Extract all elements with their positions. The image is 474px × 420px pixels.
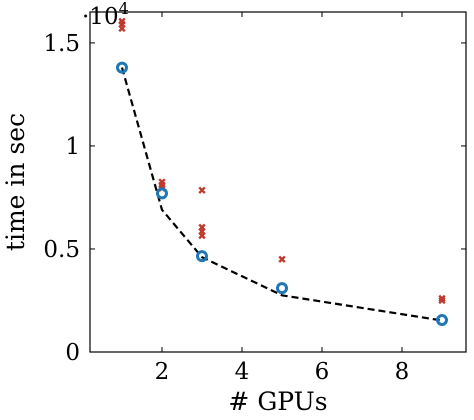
circle-point bbox=[196, 250, 208, 263]
cross-point-stroke bbox=[438, 294, 446, 303]
y-multiplier-exponent: 4 bbox=[119, 0, 129, 18]
data-marks bbox=[116, 17, 448, 327]
fit-line bbox=[120, 67, 443, 322]
circle-point bbox=[116, 61, 128, 74]
y-axis-label: time in sec bbox=[1, 113, 30, 251]
cross-point bbox=[158, 178, 166, 186]
plot-frame bbox=[89, 11, 467, 353]
axis-ticks: 2 4 6 8 0 0.5 1 1.5 bbox=[43, 12, 466, 385]
y-tick-label: 0 bbox=[65, 340, 80, 366]
y-tick-label: 1 bbox=[65, 134, 80, 160]
x-tick-label: 4 bbox=[235, 359, 250, 385]
x-tick-label: 6 bbox=[315, 359, 330, 385]
y-multiplier-label: ·104 bbox=[82, 0, 129, 30]
cross-point-stroke bbox=[158, 178, 166, 186]
cross-point bbox=[118, 17, 126, 25]
cross-point-stroke bbox=[118, 17, 126, 25]
cross-point bbox=[198, 223, 206, 231]
x-tick-label: 2 bbox=[155, 359, 170, 385]
x-tick-label: 8 bbox=[395, 359, 410, 385]
cross-point-stroke bbox=[198, 223, 206, 231]
x-axis-label: # GPUs bbox=[228, 387, 327, 416]
y-tick-label: 1.5 bbox=[43, 31, 80, 57]
y-tick-label: 0.5 bbox=[43, 237, 80, 263]
circle-point bbox=[276, 282, 288, 295]
circle-point bbox=[156, 187, 168, 200]
cross-point bbox=[198, 186, 206, 194]
cross-point-stroke bbox=[198, 186, 206, 194]
circle-point bbox=[436, 314, 448, 327]
cross-point bbox=[278, 255, 286, 263]
cross-point-stroke bbox=[278, 255, 286, 263]
cross-point bbox=[438, 294, 446, 303]
